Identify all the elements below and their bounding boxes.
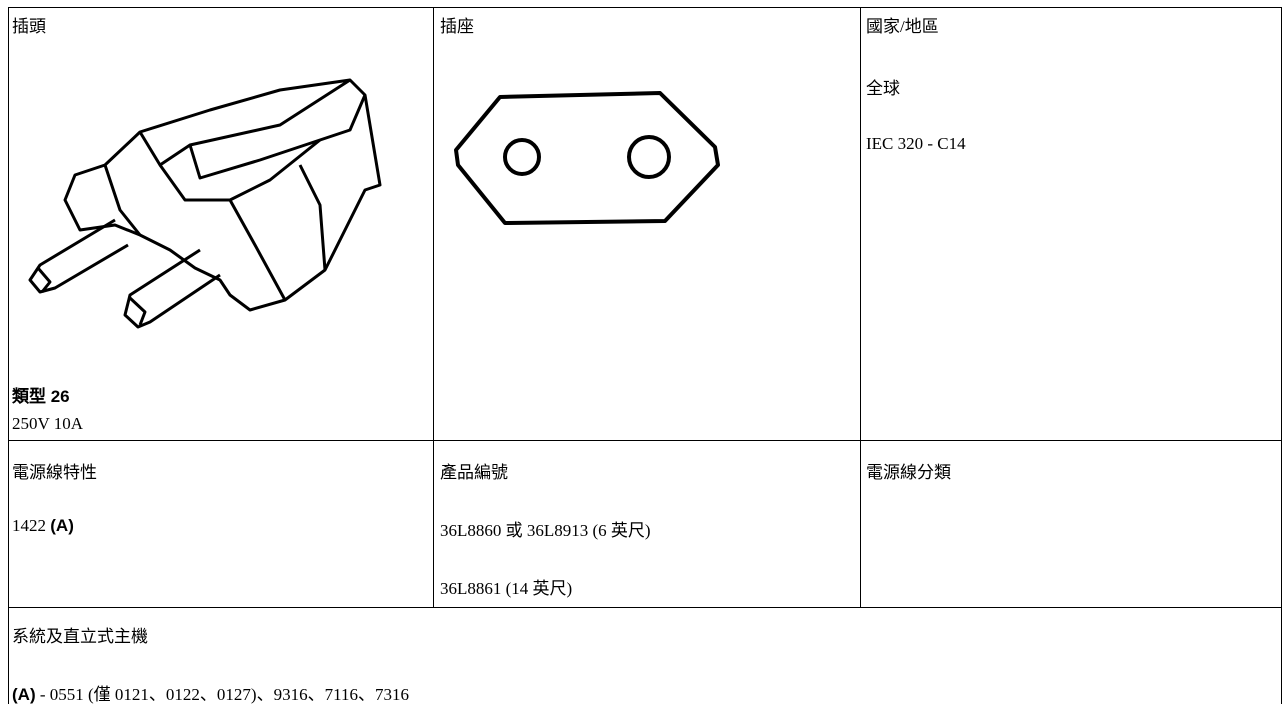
border — [433, 7, 434, 608]
connector: IEC 320 - C14 — [866, 134, 966, 153]
plug-type: 類型 26 — [12, 387, 70, 406]
systems: (A) - 0551 (僅 0121、0122、0127)、9316、7116、… — [12, 680, 409, 704]
border — [8, 7, 9, 704]
part-number: 36L8861 (14 英尺) — [440, 579, 573, 598]
feature-note: (A) — [50, 516, 74, 535]
border — [1281, 7, 1282, 704]
header: 國家/地區 — [866, 17, 939, 36]
border — [8, 7, 1282, 8]
systems-note: (A) — [12, 685, 36, 704]
feature: 1422 (A) — [12, 516, 74, 536]
header: 產品編號 — [440, 463, 508, 482]
plug-illustration — [28, 78, 382, 329]
border — [8, 440, 1282, 441]
header: 電源線特性 — [12, 463, 97, 482]
socket-illustration — [454, 91, 720, 225]
systems-title: 系統及直立式主機 — [12, 627, 148, 646]
border — [8, 607, 1282, 608]
plug-rating: 250V 10A — [12, 414, 83, 433]
feature-code: 1422 — [12, 516, 46, 535]
part-number: 36L8860 或 36L8913 (6 英尺) — [440, 521, 651, 540]
header: 插頭 — [12, 17, 46, 36]
header: 電源線分類 — [866, 463, 951, 482]
header: 插座 — [440, 17, 474, 36]
border — [860, 7, 861, 608]
systems-text: - 0551 (僅 0121、0122、0127)、9316、7116、7316 — [39, 685, 409, 704]
country: 全球 — [866, 79, 900, 98]
